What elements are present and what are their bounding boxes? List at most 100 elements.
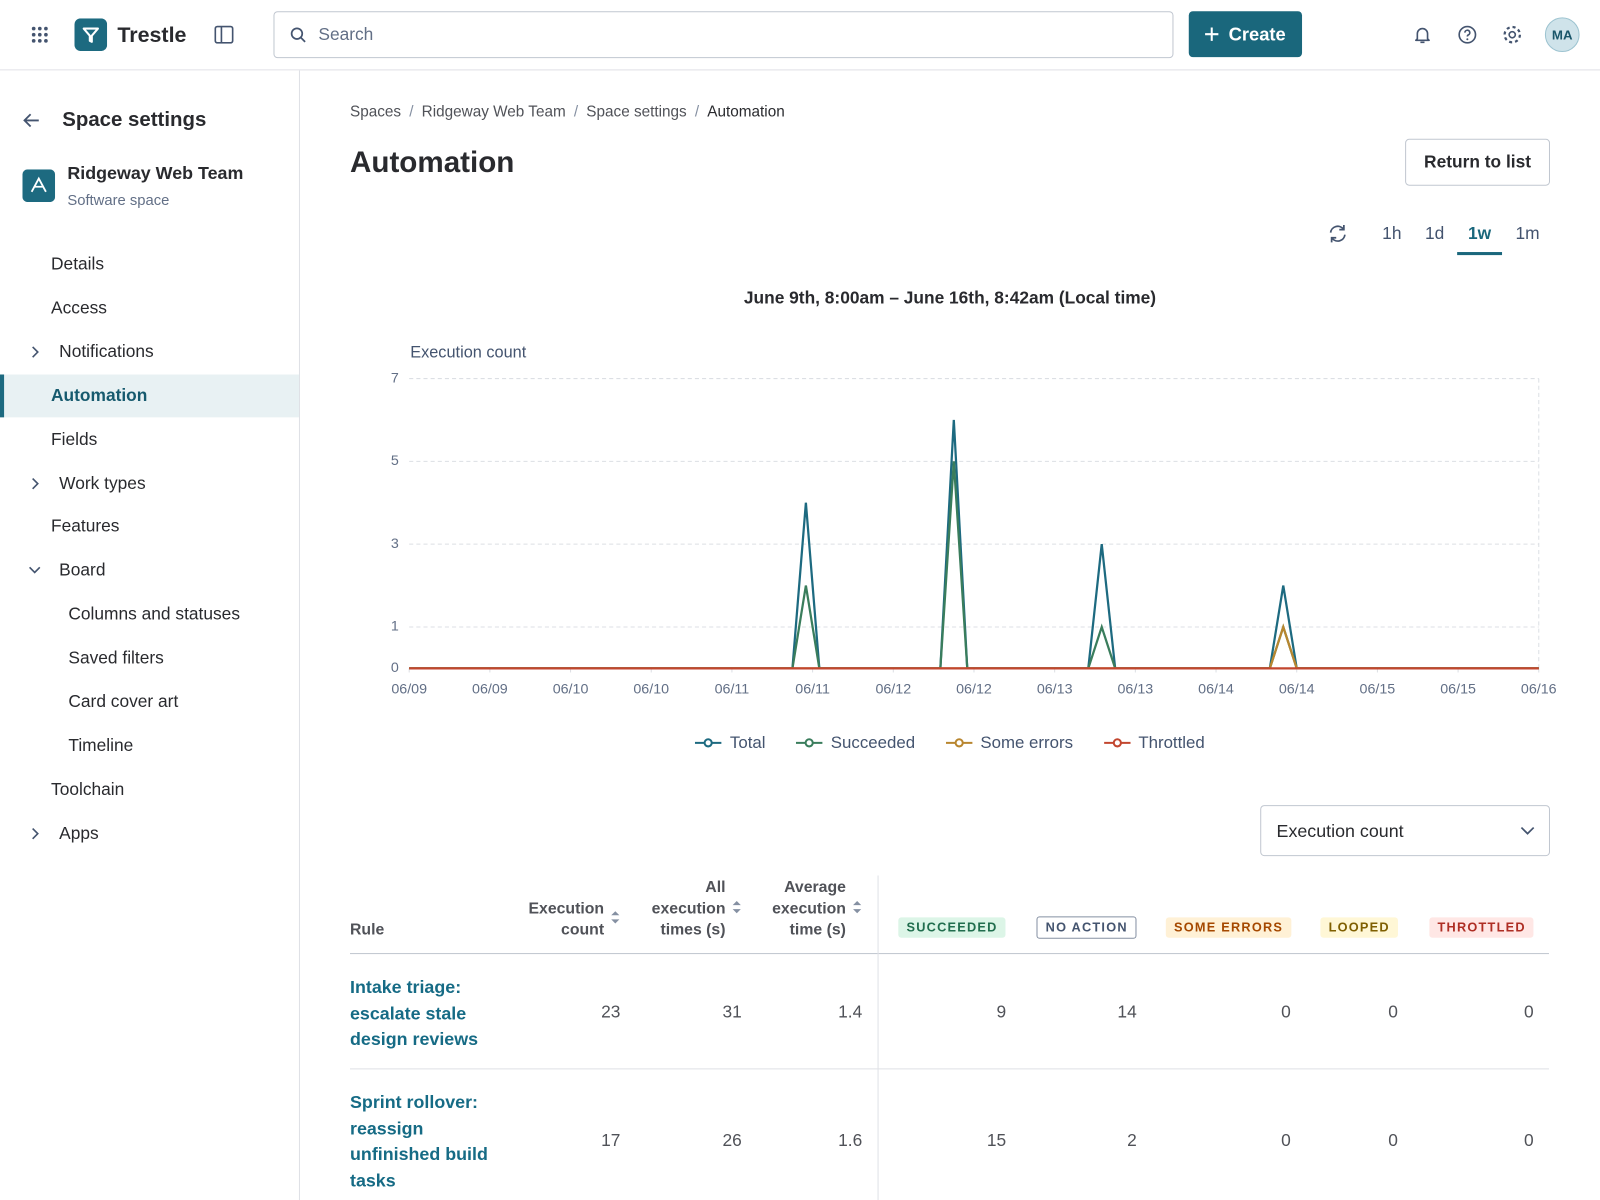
legend-item[interactable]: Throttled xyxy=(1103,731,1205,755)
table-cell: 26 xyxy=(722,1130,742,1150)
refresh-icon[interactable] xyxy=(1328,223,1348,243)
space-name[interactable]: Ridgeway Web Team xyxy=(67,162,244,184)
status-badge: SOME ERRORS xyxy=(1165,917,1292,938)
nav-label: Card cover art xyxy=(68,691,179,712)
chevron xyxy=(29,567,41,574)
legend-item[interactable]: Succeeded xyxy=(796,731,915,755)
nav-item[interactable]: Saved filters xyxy=(0,637,299,680)
settings-icon[interactable] xyxy=(1502,24,1522,44)
app-logo[interactable] xyxy=(74,18,108,52)
sort-arrows xyxy=(611,911,620,924)
table-cell: 2 xyxy=(1127,1130,1137,1150)
table-cell: 15 xyxy=(986,1130,1007,1150)
time-range-tab[interactable]: 1m xyxy=(1515,223,1540,243)
sort-icon[interactable] xyxy=(610,909,620,925)
chevron xyxy=(32,477,39,489)
nav-item[interactable]: Access xyxy=(0,287,299,330)
nav-item[interactable]: Fields xyxy=(0,418,299,461)
x-tick-label: 06/14 xyxy=(1279,682,1315,698)
nav-item[interactable]: Automation xyxy=(0,374,299,418)
header-divider xyxy=(349,953,1549,955)
nav-item[interactable]: Details xyxy=(0,243,299,286)
time-range-tab[interactable]: 1h xyxy=(1382,223,1402,243)
legend-marker xyxy=(945,738,973,748)
metric-select[interactable]: Execution count xyxy=(1260,805,1550,857)
nav-label: Automation xyxy=(51,385,148,405)
nav-item[interactable]: Timeline xyxy=(0,724,299,767)
breadcrumb-separator: / xyxy=(573,102,579,120)
nav-label: Toolchain xyxy=(51,779,125,799)
search-box[interactable]: Search xyxy=(273,11,1174,59)
sort-icon[interactable] xyxy=(852,899,862,915)
avatar[interactable]: MA xyxy=(1544,17,1580,53)
x-tick-label: 06/15 xyxy=(1360,682,1396,698)
column-header[interactable]: All execution times (s) xyxy=(651,878,726,939)
sidebar xyxy=(0,70,300,1200)
nav-label: Notifications xyxy=(59,341,154,362)
nav-item[interactable]: Features xyxy=(0,506,299,549)
notifications-icon[interactable] xyxy=(1412,24,1432,44)
nav-label: Features xyxy=(51,516,120,537)
table-cell: 1.6 xyxy=(838,1130,863,1150)
legend-dot xyxy=(804,738,814,748)
legend-label: Throttled xyxy=(1138,733,1205,752)
breadcrumb[interactable]: Space settings xyxy=(586,102,687,120)
nav-item[interactable]: Columns and statuses xyxy=(0,593,299,636)
table-cell: 0 xyxy=(1524,1130,1534,1150)
legend-label: Some errors xyxy=(980,733,1074,752)
x-tick-label: 06/16 xyxy=(1521,682,1557,698)
nav-item[interactable]: Card cover art xyxy=(0,681,299,724)
rule-link[interactable]: Intake triage: escalate stale design rev… xyxy=(349,976,479,1049)
rule-link[interactable]: Sprint rollover: reassign unfinished bui… xyxy=(349,1091,488,1191)
nav-item[interactable]: Apps xyxy=(0,812,299,855)
create-button[interactable]: Create xyxy=(1188,11,1303,58)
chevron-icon xyxy=(32,346,39,358)
app-switcher-icon[interactable] xyxy=(31,26,49,44)
chevron-down xyxy=(1520,826,1535,835)
nav-item[interactable]: Notifications xyxy=(0,330,299,373)
nav-item[interactable]: Board xyxy=(0,549,299,592)
avatar-initials: MA xyxy=(1551,27,1573,43)
nav-item[interactable]: Toolchain xyxy=(0,768,299,811)
column-header[interactable]: Rule xyxy=(349,921,385,939)
chart: June 9th, 8:00am – June 16th, 8:42am (Lo… xyxy=(391,288,1557,698)
sidebar-toggle[interactable] xyxy=(214,25,234,44)
breadcrumb[interactable]: Spaces xyxy=(349,102,402,120)
app-name[interactable]: Trestle xyxy=(117,23,187,47)
x-tick-label: 06/13 xyxy=(1117,682,1153,698)
return-button[interactable]: Return to list xyxy=(1405,138,1550,186)
table-cell: 23 xyxy=(601,1002,621,1022)
series-line xyxy=(409,461,1539,670)
search-icon xyxy=(290,27,306,43)
status-badge: LOOPED xyxy=(1320,917,1398,938)
help-icon[interactable] xyxy=(1457,24,1477,44)
time-range-tab[interactable]: 1d xyxy=(1425,223,1445,243)
legend-item[interactable]: Some errors xyxy=(945,731,1074,755)
legend-item[interactable]: Total xyxy=(695,731,765,755)
metric-select-label: Execution count xyxy=(1276,820,1404,842)
x-tick-label: 06/11 xyxy=(715,682,750,698)
time-range-tab[interactable]: 1w xyxy=(1468,223,1492,243)
column-header[interactable]: Execution count xyxy=(528,899,605,939)
x-tick-label: 06/13 xyxy=(1037,682,1073,698)
x-tick-label: 06/15 xyxy=(1440,682,1476,698)
chevron-icon xyxy=(32,827,39,840)
page-title: Automation xyxy=(349,146,515,180)
table-cell: 1.4 xyxy=(838,1002,863,1022)
y-tick-label: 3 xyxy=(391,536,399,552)
plus-icon xyxy=(1205,27,1219,41)
table-cell: 9 xyxy=(996,1002,1007,1022)
selected-tab-underline xyxy=(1457,252,1503,256)
x-tick-label: 06/10 xyxy=(553,682,589,698)
search-placeholder: Search xyxy=(318,24,374,44)
x-tick-label: 06/09 xyxy=(472,682,508,698)
breadcrumb[interactable]: Ridgeway Web Team xyxy=(421,102,566,120)
status-badge: NO ACTION xyxy=(1036,916,1137,939)
legend-marker xyxy=(695,738,722,748)
back-arrow[interactable] xyxy=(22,111,40,129)
top-bar xyxy=(0,0,1600,71)
column-header[interactable]: Average execution time (s) xyxy=(772,878,846,939)
nav-item[interactable]: Work types xyxy=(0,462,299,505)
sort-icon[interactable] xyxy=(732,899,742,915)
